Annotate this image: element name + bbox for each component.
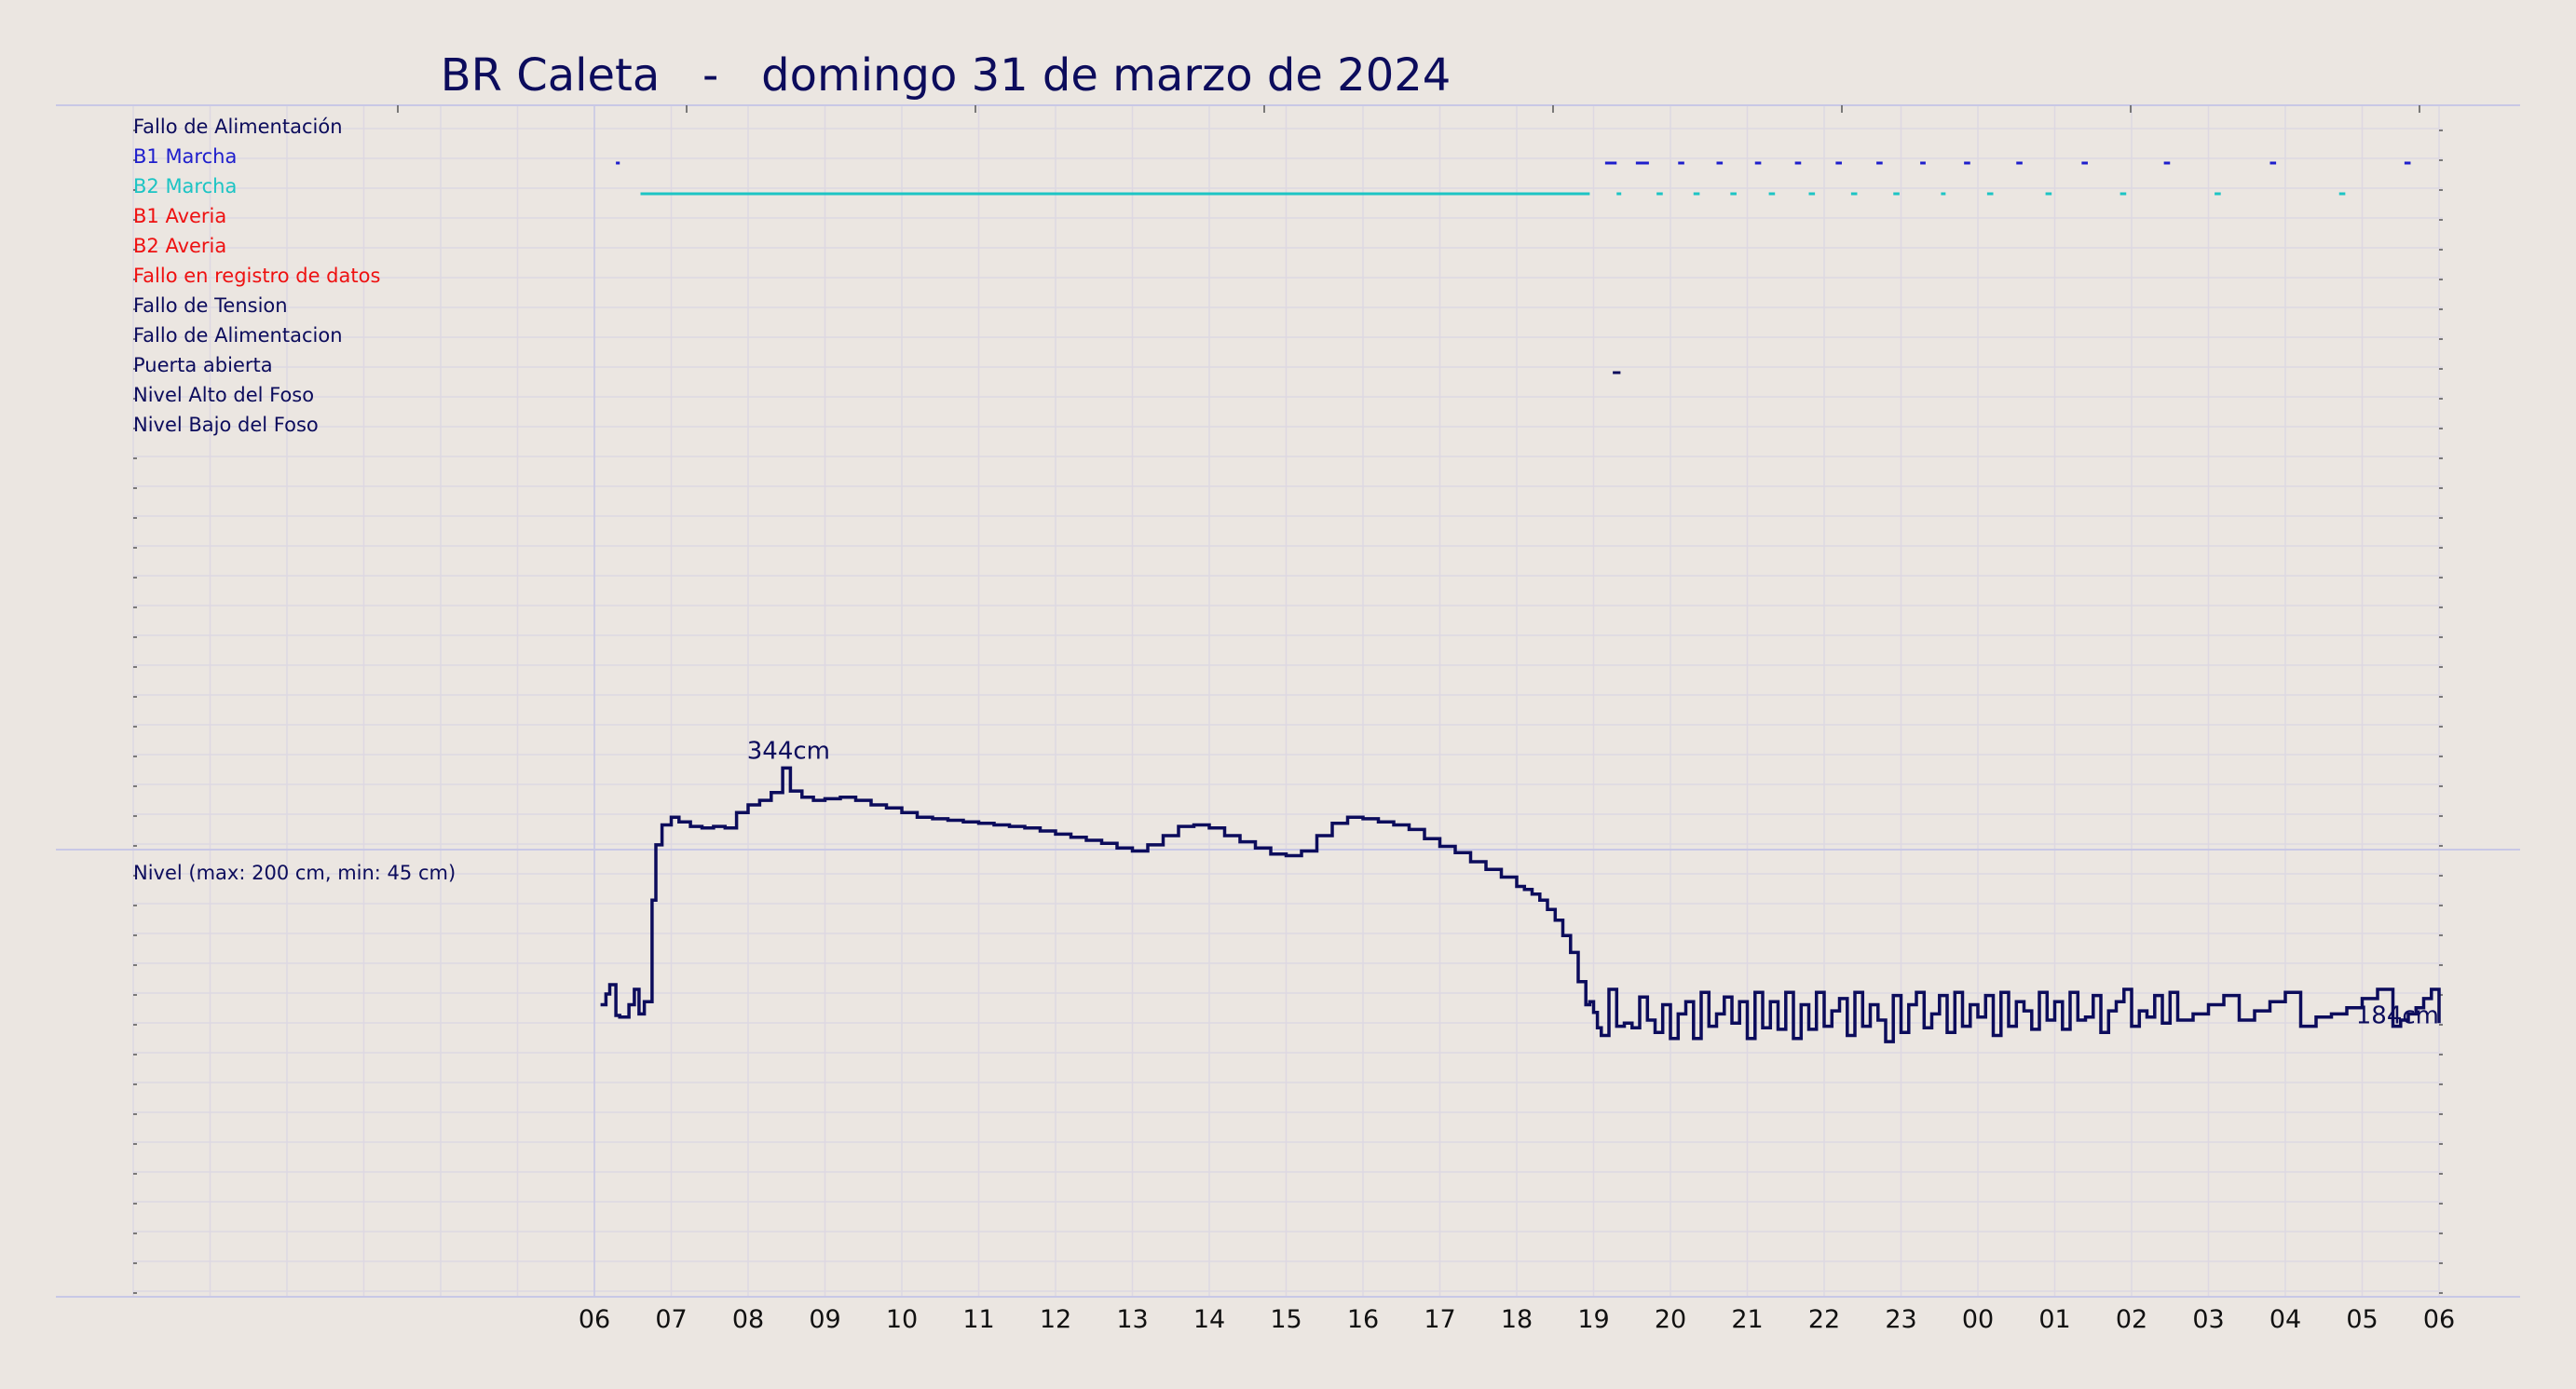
level-line bbox=[600, 766, 2441, 1043]
x-tick-labels: 06 07 08 09 10 11 12 13 14 15 16 17 18 19 20 21 22 23 00 01… bbox=[579, 1305, 2455, 1334]
channel-label: Nivel Alto del Foso bbox=[133, 384, 314, 406]
x-tick-label: 11 bbox=[962, 1305, 994, 1334]
x-tick-label: 08 bbox=[732, 1305, 764, 1334]
channel-labels: Fallo de Alimentación B1 Marcha B2 Marcha B… bbox=[133, 116, 380, 436]
channel-label: Puerta abierta bbox=[133, 354, 273, 376]
channel-label: B2 Marcha bbox=[133, 175, 237, 197]
x-tick-label: 10 bbox=[886, 1305, 918, 1334]
channel-label: Fallo de Tension bbox=[133, 294, 288, 317]
x-tick-label: 00 bbox=[1962, 1305, 1994, 1334]
channel-label: B2 Averia bbox=[133, 235, 226, 257]
x-tick-label: 04 bbox=[2269, 1305, 2301, 1334]
last-annotation: 184cm bbox=[2356, 1001, 2439, 1029]
x-tick-label: 18 bbox=[1501, 1305, 1533, 1334]
max-annotation: 344cm bbox=[747, 737, 830, 765]
x-tick-label: 02 bbox=[2116, 1305, 2147, 1334]
channel-label: B1 Marcha bbox=[133, 145, 237, 168]
x-tick-label: 01 bbox=[2038, 1305, 2070, 1334]
channel-label: Fallo de Alimentacion bbox=[133, 324, 343, 347]
level-series-label: Nivel (max: 200 cm, min: 45 cm) bbox=[133, 862, 456, 884]
x-tick-label: 15 bbox=[1270, 1305, 1302, 1334]
x-tick-label: 21 bbox=[1731, 1305, 1763, 1334]
channel-label: B1 Averia bbox=[133, 205, 226, 227]
x-tick-label: 14 bbox=[1193, 1305, 1225, 1334]
x-tick-label: 09 bbox=[809, 1305, 840, 1334]
x-tick-label: 05 bbox=[2346, 1305, 2378, 1334]
x-tick-label: 12 bbox=[1040, 1305, 1071, 1334]
channel-label: Fallo en registro de datos bbox=[133, 265, 380, 287]
x-tick-label: 06 bbox=[2423, 1305, 2455, 1334]
channel-label: Nivel Bajo del Foso bbox=[133, 414, 319, 436]
event-layer bbox=[616, 161, 2411, 374]
x-tick-label: 16 bbox=[1347, 1305, 1379, 1334]
chart-title: BR Caleta - domingo 31 de marzo de 2024 bbox=[441, 49, 1452, 102]
x-tick-label: 20 bbox=[1655, 1305, 1686, 1334]
x-tick-label: 06 bbox=[579, 1305, 610, 1334]
x-tick-label: 13 bbox=[1116, 1305, 1148, 1334]
x-tick-label: 19 bbox=[1577, 1305, 1609, 1334]
x-tick-label: 03 bbox=[2192, 1305, 2224, 1334]
grid-layer bbox=[132, 105, 2443, 1297]
x-tick-label: 17 bbox=[1424, 1305, 1455, 1334]
x-tick-label: 23 bbox=[1885, 1305, 1916, 1334]
x-tick-label: 07 bbox=[655, 1305, 687, 1334]
frame-layer bbox=[56, 104, 2520, 1298]
x-tick-label: 22 bbox=[1808, 1305, 1840, 1334]
channel-label: Fallo de Alimentación bbox=[133, 116, 343, 138]
